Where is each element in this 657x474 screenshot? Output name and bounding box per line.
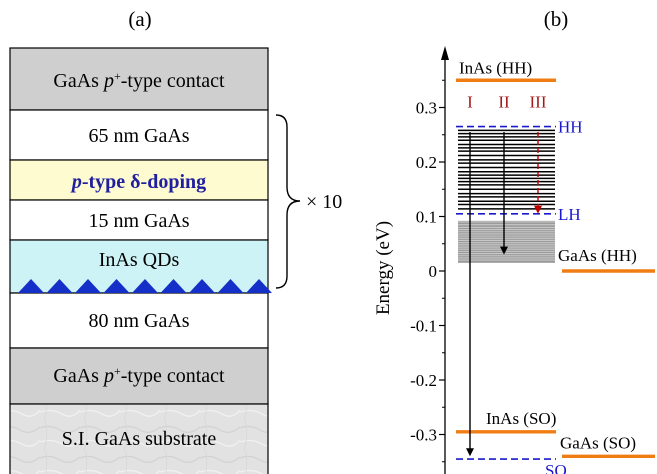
layer-substrate-label: S.I. GaAs substrate <box>62 428 217 450</box>
transition-II-arrowhead <box>500 246 508 255</box>
quantum-dot-triangle <box>18 279 44 293</box>
layer-substrate <box>9 403 269 474</box>
quantum-dot-triangle <box>132 279 158 293</box>
layer-contact-top-label: GaAs p+-type contact <box>53 69 225 92</box>
layer-gaas-80nm-label: 80 nm GaAs <box>88 310 189 332</box>
layer-gaas-15nm-label: 15 nm GaAs <box>88 210 189 232</box>
layer-inas-qds-label: InAs QDs <box>99 249 180 271</box>
panel-b-label: (b) <box>544 7 569 31</box>
level-inas-hh-label: InAs (HH) <box>459 58 532 77</box>
quantum-dot-triangle <box>160 279 187 293</box>
quantum-dot-triangle <box>246 279 272 293</box>
energy-diagram: 0.3 0.2 0.1 0 -0.1 -0.2 -0.3 InAs (HH) HH LH GaAs … <box>410 46 655 474</box>
transition-I-arrowhead <box>466 448 474 457</box>
layer-contact-top <box>9 47 269 111</box>
repeat-brace <box>275 114 301 289</box>
level-so-label: SO <box>545 461 567 474</box>
quantum-dot-triangle <box>75 279 101 293</box>
layer-gaas-65nm-label: 65 nm GaAs <box>88 125 189 147</box>
level-gaas-so-label: GaAs (SO) <box>560 433 636 452</box>
layer-gaas-65nm <box>9 109 269 161</box>
layer-stack: GaAs p+-type contact 65 nm GaAs p-type δ… <box>9 47 272 474</box>
y-tick-label: 0 <box>429 262 438 281</box>
repeat-label: × 10 <box>306 191 342 213</box>
layer-delta-doping-label: p-type δ-doping <box>70 171 206 193</box>
y-tick-label: 0.1 <box>416 208 437 227</box>
level-inas-so-label: InAs (SO) <box>486 409 556 428</box>
layer-inas-qds <box>9 239 269 294</box>
y-tick-label: -0.3 <box>410 426 437 445</box>
level-hh-label: HH <box>558 118 583 137</box>
transition-I-label: I <box>467 93 473 112</box>
transition-II-label: II <box>498 93 510 112</box>
quantum-dot-triangle <box>103 279 130 293</box>
y-tick-label: 0.2 <box>416 153 437 172</box>
y-axis-label: Energy (eV) <box>373 221 394 315</box>
y-tick-label: 0.3 <box>416 99 437 118</box>
quantum-dot-triangle <box>189 279 215 293</box>
layer-gaas-15nm <box>9 199 269 241</box>
quantum-dot-triangle <box>46 279 73 293</box>
y-axis-arrowhead <box>441 46 449 60</box>
layer-gaas-80nm <box>9 292 269 349</box>
y-tick-label: -0.2 <box>410 371 437 390</box>
level-lh-label: LH <box>558 205 581 224</box>
transition-III-label: III <box>530 93 547 112</box>
y-tick-label: -0.1 <box>410 317 437 336</box>
quantum-dot-triangle <box>217 279 244 293</box>
layer-contact-bottom-label: GaAs p+-type contact <box>53 364 225 387</box>
level-gaas-hh-label: GaAs (HH) <box>558 246 637 265</box>
quantum-dot-triangles <box>18 279 272 293</box>
transition-III-arrowhead <box>534 205 542 214</box>
layer-delta-doping <box>9 159 269 201</box>
panel-a-label: (a) <box>128 7 151 31</box>
